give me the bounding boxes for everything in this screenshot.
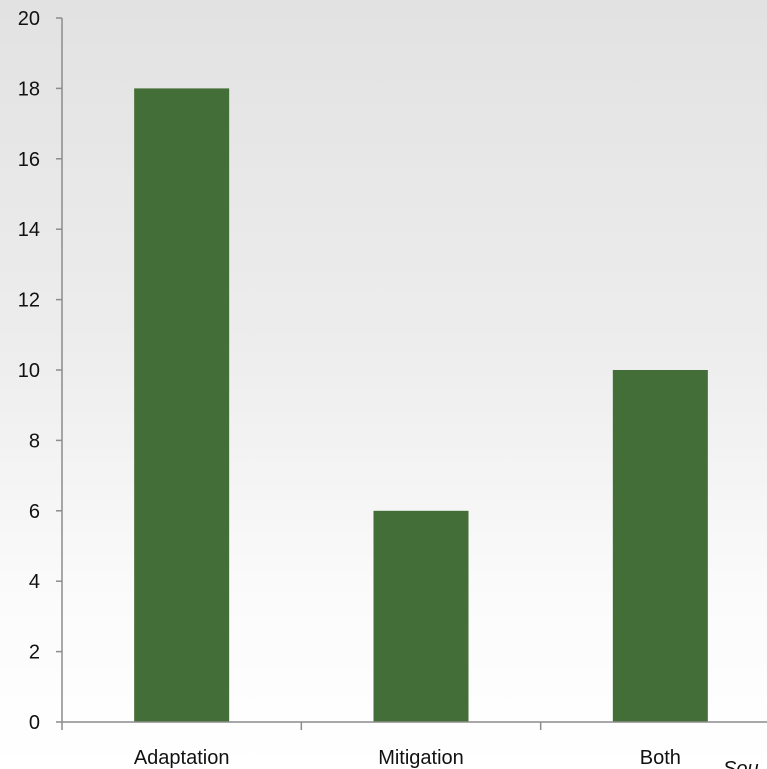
- y-tick-label: 12: [18, 290, 40, 312]
- y-axis: 0 2 4 6 8 10 12 14 16 18 20: [18, 8, 63, 734]
- x-axis: Adaptation Mitigation Both: [61, 721, 767, 769]
- bar-both: [612, 370, 708, 722]
- y-tick-label: 4: [29, 571, 40, 593]
- y-tick-label: 2: [29, 642, 40, 664]
- bar-mitigation: [373, 510, 469, 722]
- y-tick-label: 14: [18, 219, 40, 241]
- y-tick-label: 10: [18, 360, 40, 382]
- y-tick-label: 8: [29, 430, 40, 452]
- y-tick-label: 18: [18, 78, 40, 100]
- x-tick-label: Mitigation: [378, 747, 464, 769]
- bar-adaptation: [134, 88, 230, 722]
- bars: [134, 88, 708, 722]
- y-tick-label: 0: [29, 712, 40, 734]
- x-tick-label: Both: [640, 747, 681, 769]
- source-footnote: Sou: [723, 758, 759, 769]
- y-tick-label: 16: [18, 149, 40, 171]
- y-tick-label: 20: [18, 8, 40, 30]
- y-tick-label: 6: [29, 501, 40, 523]
- x-tick-label: Adaptation: [134, 747, 230, 769]
